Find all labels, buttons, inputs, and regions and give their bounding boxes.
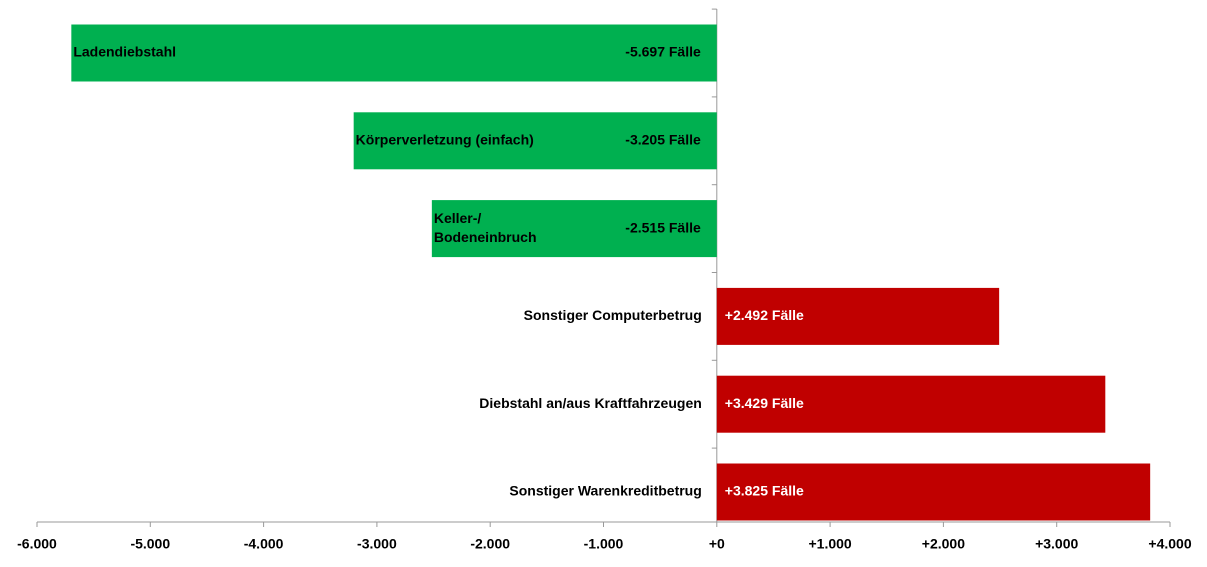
value-label: -3.205 Fälle <box>625 132 701 148</box>
bar <box>716 375 1106 433</box>
bar <box>716 287 1000 345</box>
x-tick-label: +2.000 <box>922 536 965 552</box>
x-tick-label: -2.000 <box>470 536 510 552</box>
category-label: Diebstahl an/aus Kraftfahrzeugen <box>479 395 702 411</box>
category-label: Ladendiebstahl <box>73 44 176 60</box>
category-label: Körperverletzung (einfach) <box>356 132 534 148</box>
x-tick-label: +1.000 <box>808 536 851 552</box>
value-label: +3.825 Fälle <box>725 483 804 499</box>
x-tick-label: -4.000 <box>244 536 284 552</box>
x-tick-label: -6.000 <box>17 536 57 552</box>
value-label: -2.515 Fälle <box>625 219 701 235</box>
x-tick-label: +0 <box>709 536 725 552</box>
x-tick-label: +4.000 <box>1148 536 1191 552</box>
bar <box>71 24 717 82</box>
category-label: Keller-/Bodeneinbruch <box>434 210 537 245</box>
x-tick-label: +3.000 <box>1035 536 1078 552</box>
value-label: -5.697 Fälle <box>625 44 701 60</box>
x-tick-label: -5.000 <box>130 536 170 552</box>
bar <box>353 112 717 170</box>
category-label: Sonstiger Computerbetrug <box>524 307 702 323</box>
x-tick-label: -1.000 <box>584 536 624 552</box>
category-label: Sonstiger Warenkreditbetrug <box>509 483 701 499</box>
bar <box>716 463 1151 521</box>
x-tick-label: -3.000 <box>357 536 397 552</box>
bar <box>431 200 717 258</box>
value-label: +2.492 Fälle <box>725 307 804 323</box>
value-label: +3.429 Fälle <box>725 395 804 411</box>
